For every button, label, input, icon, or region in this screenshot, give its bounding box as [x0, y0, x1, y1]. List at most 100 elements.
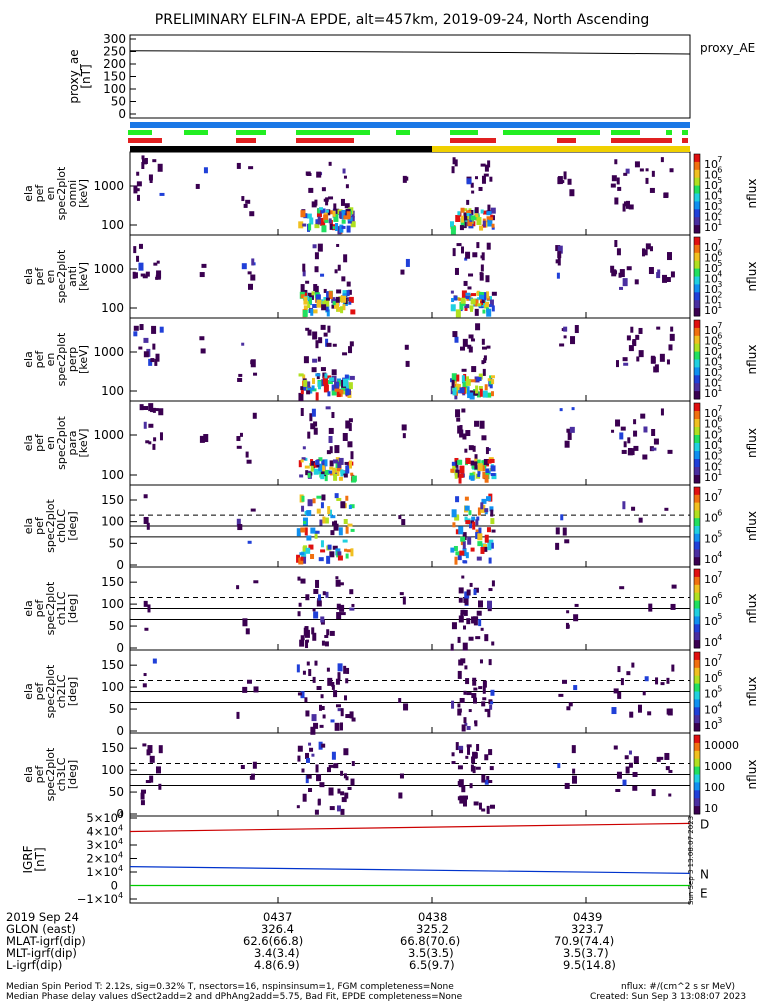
flux-cell	[458, 476, 462, 484]
flux-cell	[150, 358, 155, 363]
flux-cell	[478, 291, 484, 295]
colorbar-tick-label: 10	[704, 407, 718, 420]
colorbar-cell	[694, 794, 700, 797]
colorbar-cell	[694, 531, 700, 535]
flux-cell	[484, 708, 490, 712]
flux-cell	[470, 298, 476, 305]
flux-cell	[479, 388, 483, 397]
colorbar-cell	[694, 445, 700, 448]
flux-cell	[468, 510, 472, 516]
flux-cell	[451, 752, 455, 757]
colorbar-cell	[694, 598, 700, 602]
panel-frame	[129, 151, 691, 236]
flux-cell	[310, 527, 316, 534]
colorbar-cell	[694, 498, 700, 502]
flux-cell	[335, 704, 341, 708]
flux-cell	[306, 213, 312, 219]
colorbar-cell	[694, 286, 700, 289]
colorbar-cell	[694, 329, 700, 333]
colorbar-cell	[694, 475, 700, 478]
flux-cell	[559, 343, 565, 347]
flux-cell	[315, 579, 320, 588]
colorbar-cell	[694, 655, 700, 659]
flux-cell	[648, 267, 654, 275]
flux-cell	[314, 470, 320, 474]
flux-cell	[333, 213, 339, 222]
flux-cell	[620, 678, 624, 686]
colorbar-cell	[694, 729, 700, 732]
flux-cell	[306, 535, 312, 541]
flux-cell	[159, 326, 164, 333]
colorbar-cell	[694, 465, 700, 468]
colorbar-cell	[694, 371, 700, 374]
colorbar-tick-exponent: 5	[717, 529, 722, 538]
flux-cell	[465, 457, 471, 464]
y-axis-label: pef	[33, 516, 46, 535]
flux-cell	[481, 435, 487, 441]
flux-cell	[477, 303, 482, 307]
flux-cell	[318, 741, 323, 750]
colorbar-cell	[694, 524, 700, 527]
flux-cell	[139, 324, 144, 331]
colorbar-cell	[694, 469, 700, 472]
colorbar-tick-label: 10	[704, 512, 718, 525]
colorbar-cell	[694, 703, 700, 706]
colorbar-cell	[694, 685, 700, 689]
flux-cell	[325, 209, 329, 213]
flux-cell	[453, 545, 458, 551]
flux-cell	[236, 585, 240, 590]
flux-cell	[469, 523, 473, 529]
flux-cell	[468, 334, 474, 339]
flux-cell	[154, 358, 158, 366]
colorbar-cell	[694, 504, 700, 507]
y-tick-label: 0	[116, 558, 124, 572]
colorbar-cell	[694, 397, 700, 400]
flux-cell	[486, 775, 490, 782]
flux-cell	[320, 616, 325, 623]
flux-cell	[475, 385, 479, 394]
colorbar-tick-label: 10	[704, 532, 718, 545]
flux-cell	[302, 270, 306, 277]
flux-cell	[301, 505, 305, 512]
colorbar-cell	[694, 347, 700, 351]
flux-cell	[333, 203, 337, 211]
flux-cell	[485, 275, 490, 283]
colorbar-cell	[694, 709, 700, 712]
flux-cell	[464, 307, 468, 311]
flux-cell	[348, 505, 352, 510]
flux-cell	[486, 296, 490, 301]
flux-cell	[341, 276, 346, 282]
flux-cell	[668, 793, 672, 797]
green-segment	[682, 130, 688, 135]
flux-cell	[454, 514, 460, 521]
flux-cell	[489, 383, 493, 389]
flux-cell	[311, 627, 315, 635]
flux-cell	[300, 578, 306, 584]
flux-cell	[313, 722, 319, 729]
flux-cell	[348, 296, 354, 303]
colorbar-cell	[694, 433, 700, 436]
flux-cell	[318, 457, 323, 462]
flux-cell	[332, 521, 336, 526]
colorbar-cell	[694, 181, 700, 185]
colorbar-cell	[694, 510, 700, 513]
colorbar-cell	[694, 337, 700, 341]
flux-cell	[338, 457, 344, 465]
green-segment	[666, 130, 672, 135]
colorbar-tick-label: 10	[704, 688, 718, 701]
flux-cell	[466, 178, 472, 185]
flux-cell	[302, 546, 306, 552]
flux-cell	[455, 496, 460, 503]
flux-cell	[347, 441, 353, 448]
colorbar-tick-exponent: 1	[717, 384, 722, 393]
flux-cell	[312, 331, 318, 340]
colorbar-cell	[694, 335, 700, 339]
colorbar-cell	[694, 479, 700, 482]
flux-cell	[451, 761, 456, 765]
flux-cell	[616, 771, 622, 779]
flux-cell	[488, 304, 492, 308]
flux-cell	[459, 550, 465, 556]
flux-cell	[490, 214, 494, 220]
y-axis-label: [deg]	[66, 594, 79, 623]
flux-cell	[486, 308, 492, 317]
